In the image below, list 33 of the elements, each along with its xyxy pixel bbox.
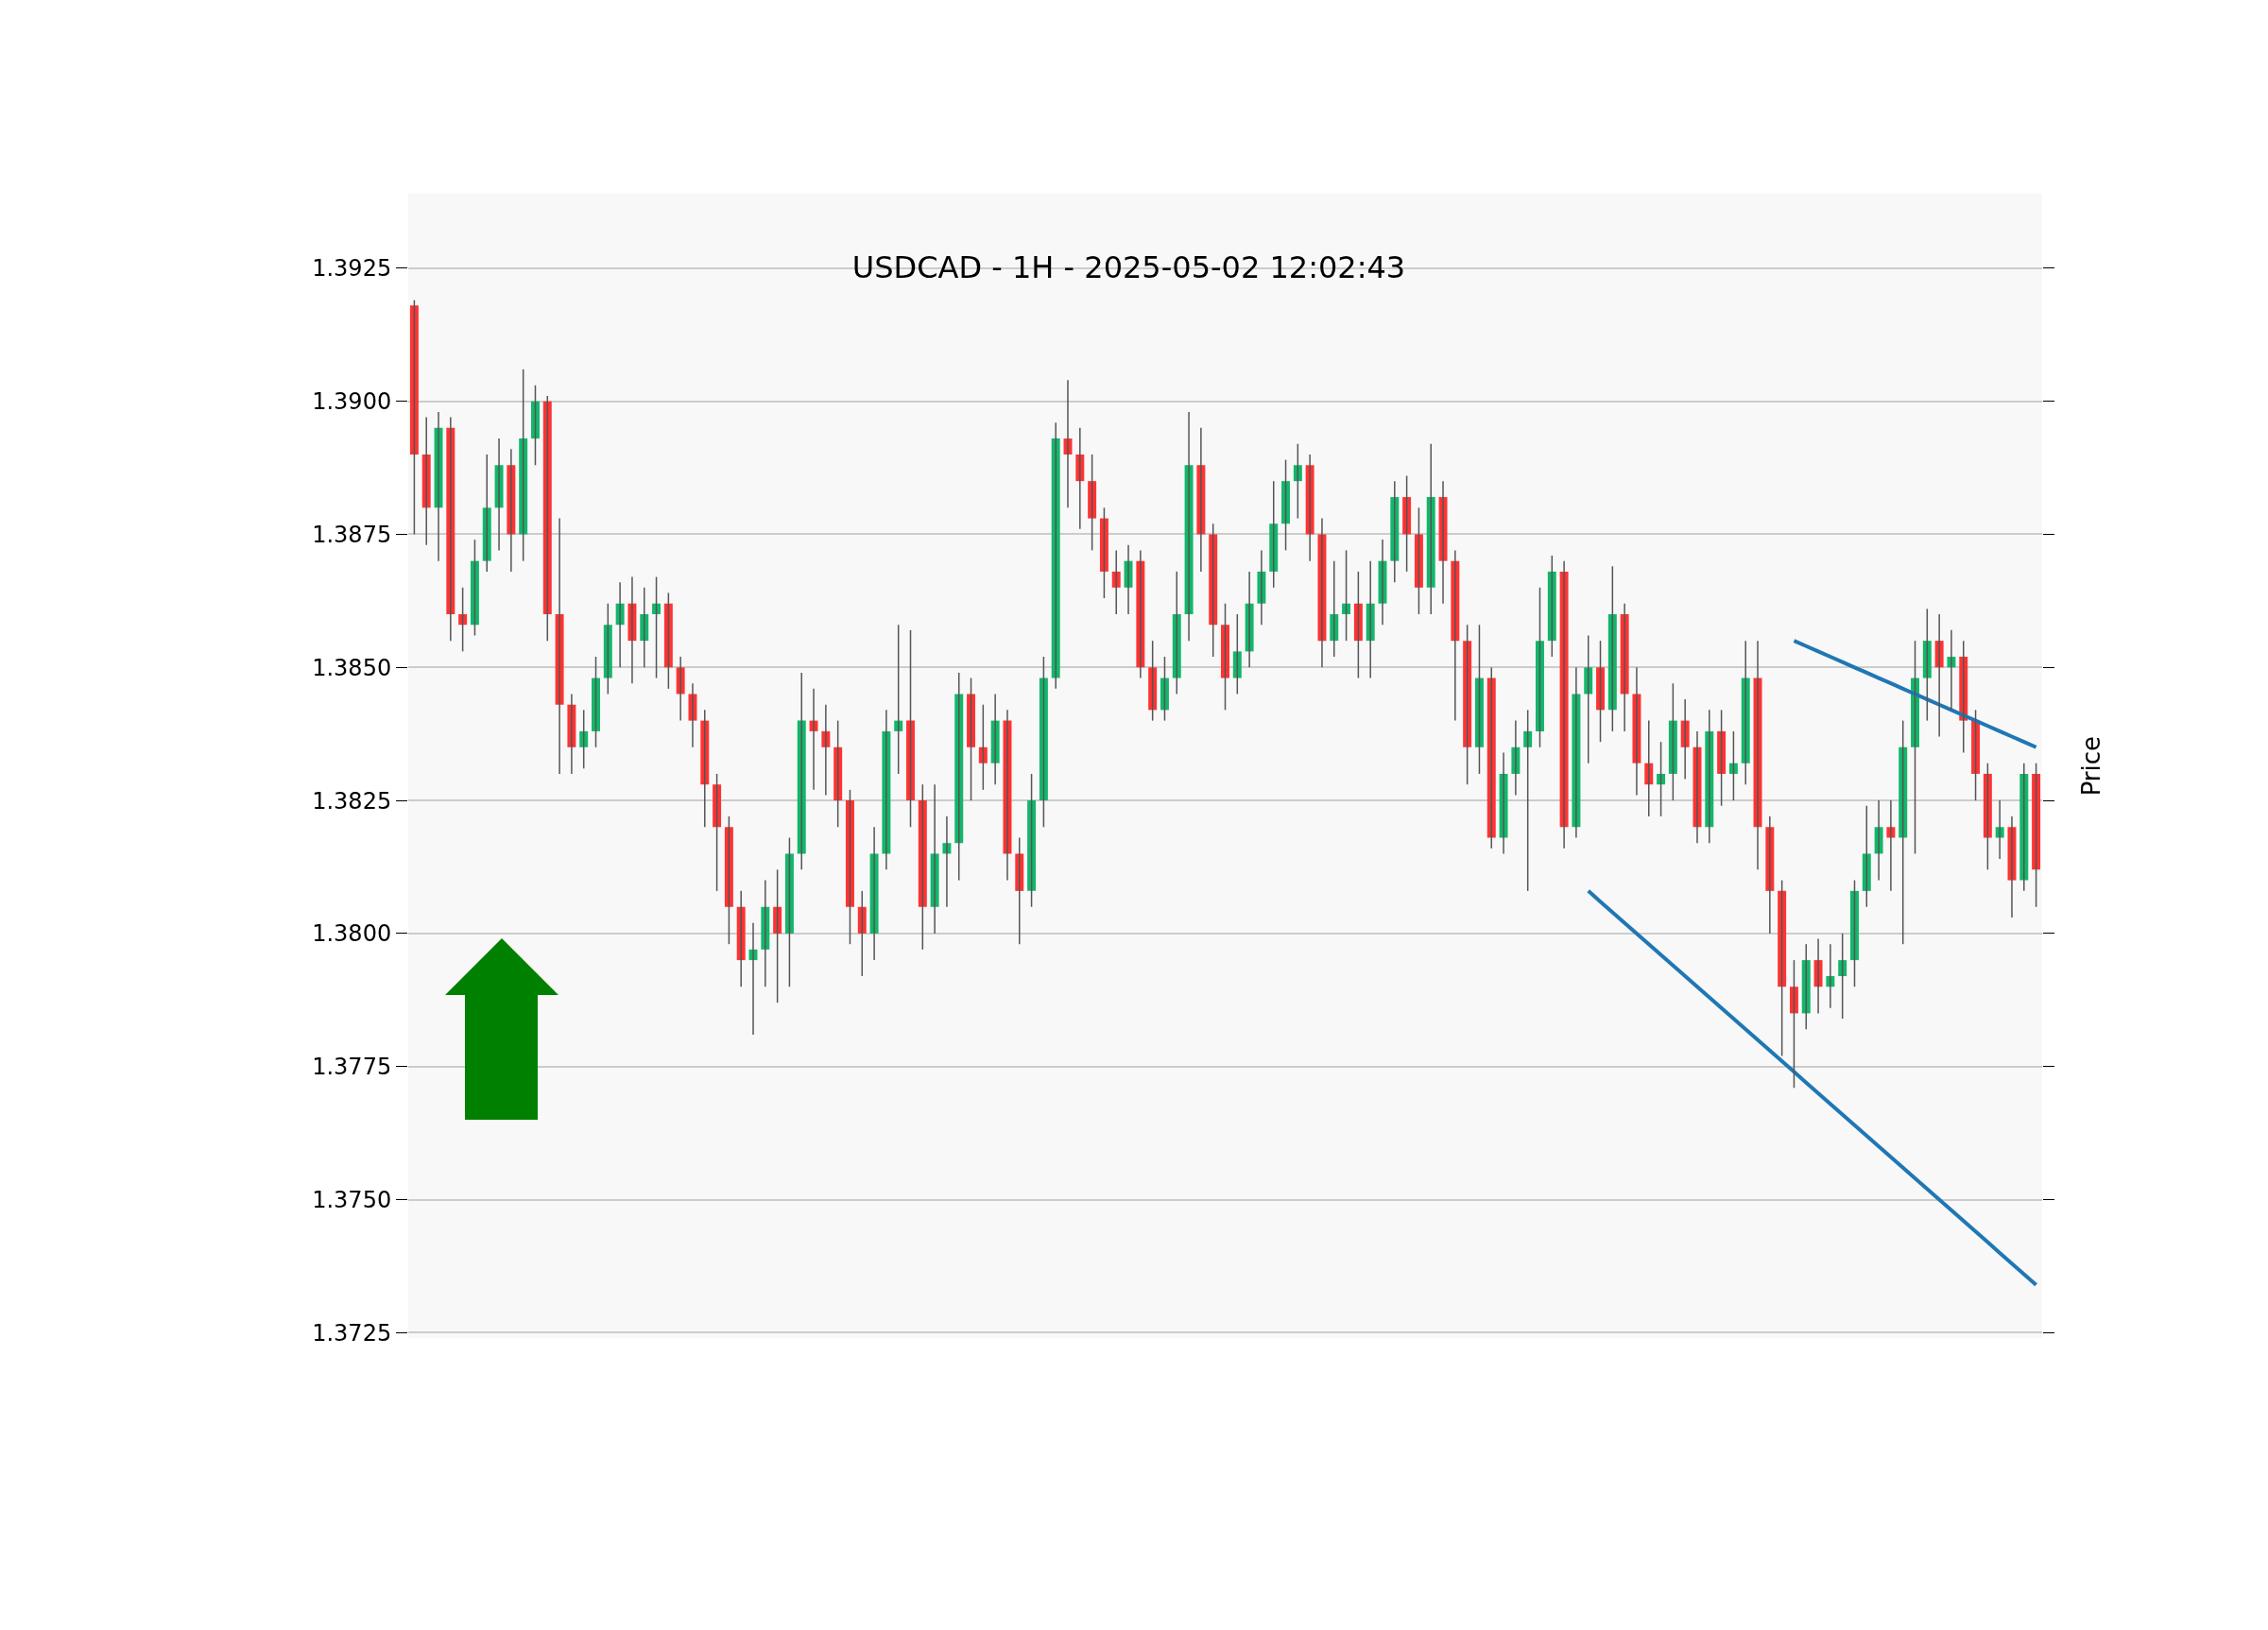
- candlestick: [1463, 624, 1472, 785]
- candlestick: [1983, 762, 1992, 871]
- candlestick: [1838, 933, 1847, 1020]
- candlestick: [784, 836, 794, 987]
- candlestick: [1269, 480, 1279, 589]
- candlestick: [1088, 454, 1097, 552]
- y-tick-label: 1.3900: [312, 388, 392, 416]
- y-tick-label: 1.3800: [312, 920, 392, 948]
- y-tick-label: 1.3750: [312, 1186, 392, 1213]
- line-series: [1792, 639, 2038, 749]
- candlestick: [1232, 613, 1242, 695]
- candlestick: [1862, 804, 1871, 908]
- y-tick-label: 1.3775: [312, 1054, 392, 1081]
- line-series: [1586, 888, 2038, 1287]
- candlestick: [1172, 571, 1181, 695]
- candlestick: [967, 677, 976, 801]
- y-axis-title: Price: [2077, 735, 2106, 797]
- candlestick: [1027, 773, 1037, 908]
- y-tick-label: 1.3725: [312, 1319, 392, 1347]
- candlestick: [918, 783, 927, 951]
- candlestick: [603, 602, 612, 695]
- text: USDCAD - 1H - 2025-05-02 12:02:43: [851, 249, 1406, 286]
- y-tick-label: 1.3825: [312, 787, 392, 815]
- y-tick-label: 1.3875: [312, 521, 392, 548]
- candlestick: [482, 454, 491, 573]
- y-tick-label: 1.3925: [312, 255, 392, 283]
- candlestick: [1922, 608, 1932, 722]
- candlestick: [978, 703, 988, 791]
- candlestick: [845, 789, 854, 945]
- candlestick: [724, 815, 733, 945]
- y-tick-label: 1.3850: [312, 654, 392, 681]
- candlestick: [1221, 602, 1229, 712]
- candlestick: [1414, 506, 1423, 615]
